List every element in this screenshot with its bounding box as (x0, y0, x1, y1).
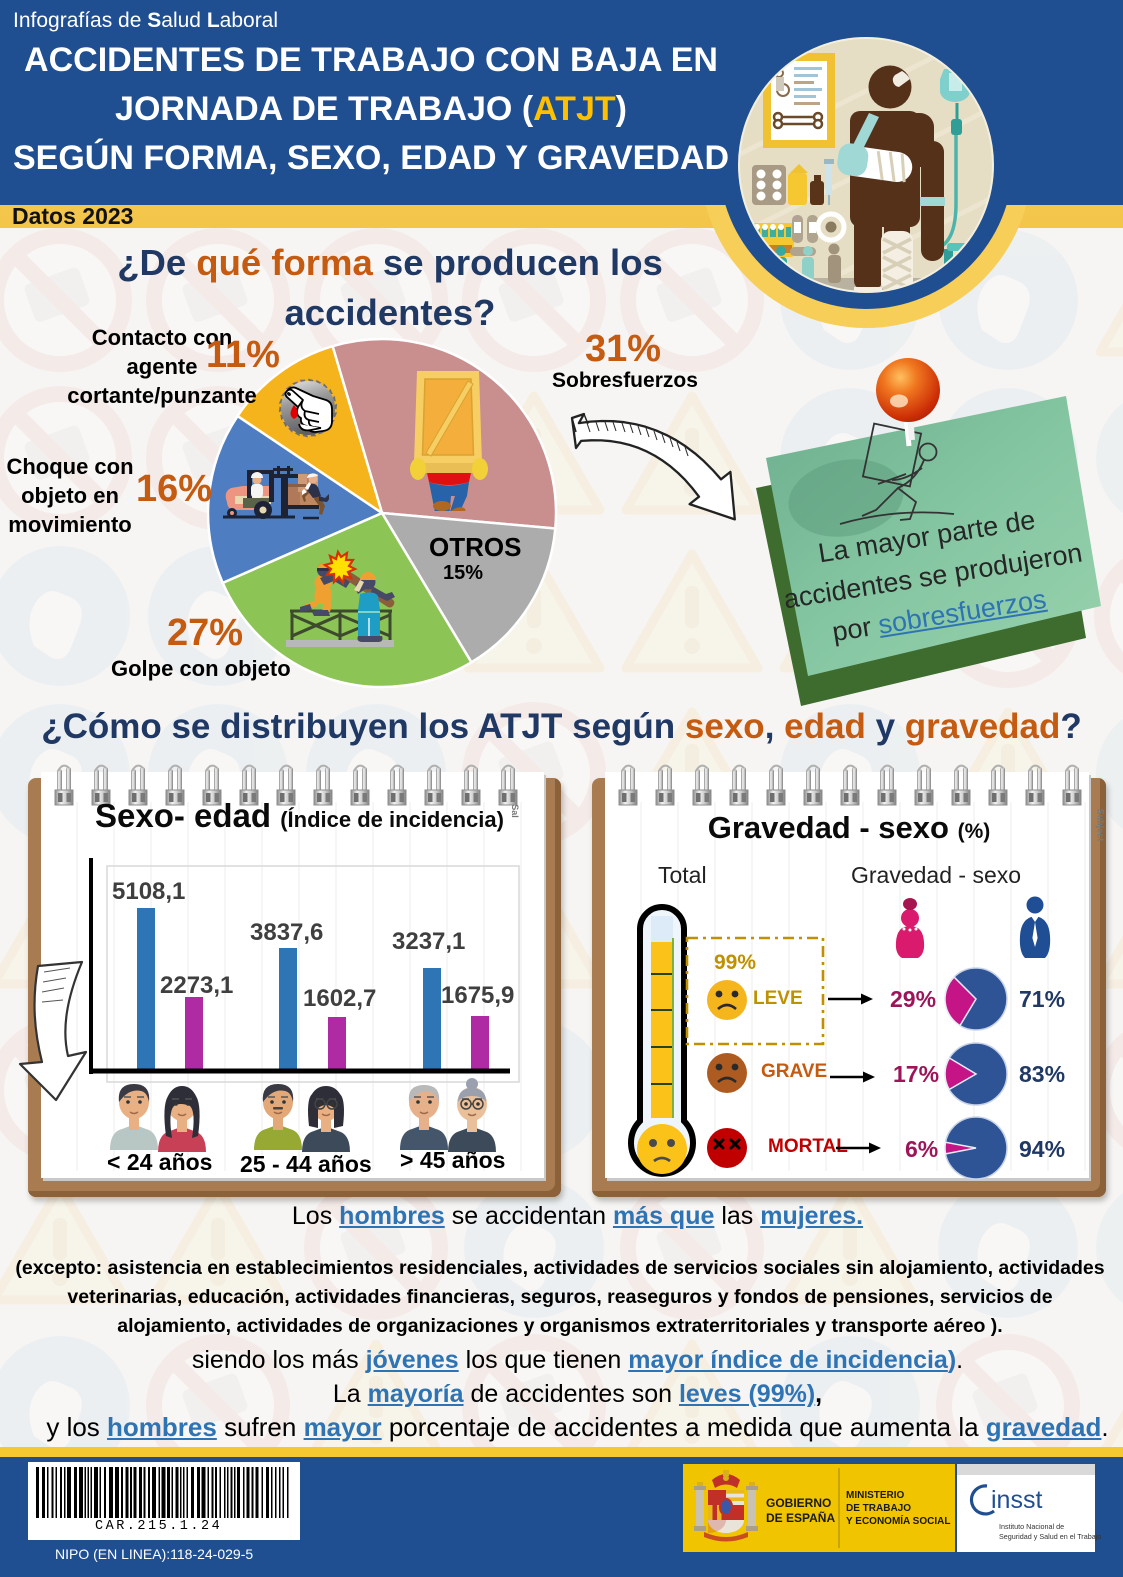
svg-text:insst: insst (991, 1486, 1042, 1514)
